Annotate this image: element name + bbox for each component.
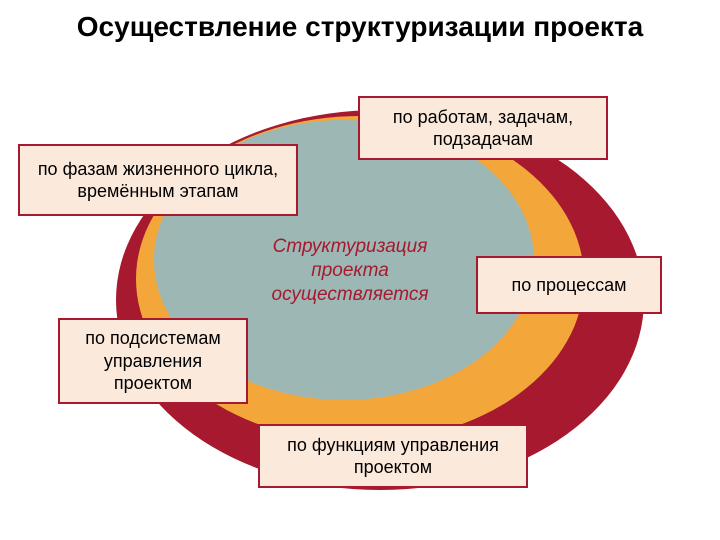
box-functions: по функциям управленияпроектом: [258, 424, 528, 488]
page-title: Осуществление структуризации проекта: [0, 10, 720, 44]
box-processes: по процессам: [476, 256, 662, 314]
box-works: по работам, задачам,подзадачам: [358, 96, 608, 160]
box-phases: по фазам жизненного цикла,времённым этап…: [18, 144, 298, 216]
center-label: Структуризацияпроектаосуществляется: [250, 235, 450, 306]
box-subsystems: по подсистемамуправленияпроектом: [58, 318, 248, 404]
